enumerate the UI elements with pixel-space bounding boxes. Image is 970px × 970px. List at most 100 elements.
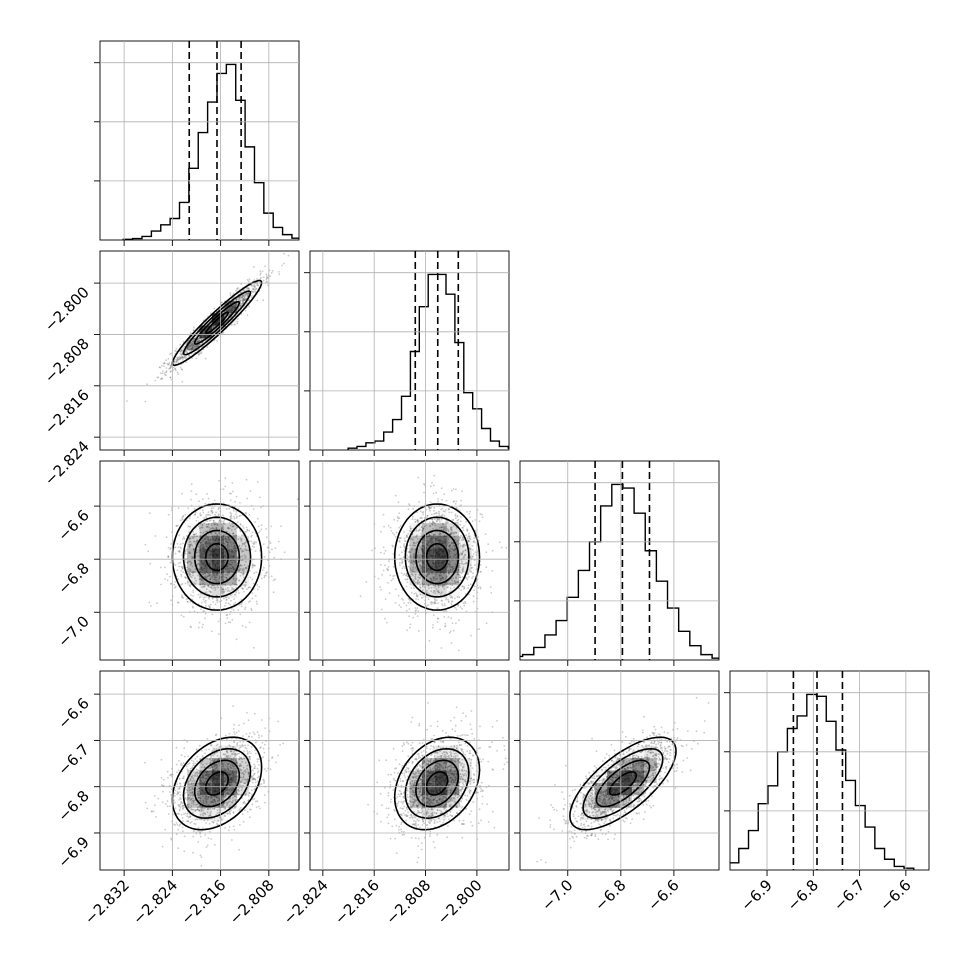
scatter-point	[170, 543, 173, 545]
scatter-point	[406, 581, 409, 584]
scatter-point	[180, 355, 183, 358]
scatter-point	[459, 579, 462, 582]
scatter-point	[444, 527, 446, 529]
scatter-point	[269, 542, 272, 545]
scatter-point	[213, 844, 216, 846]
scatter-point	[195, 535, 198, 538]
scatter-point	[185, 535, 188, 537]
scatter-point	[215, 572, 218, 575]
scatter-point	[426, 592, 429, 595]
scatter-point	[418, 576, 421, 579]
scatter-point	[231, 522, 234, 525]
scatter-point	[451, 546, 454, 548]
scatter-point	[225, 602, 227, 604]
scatter-point	[233, 588, 235, 591]
scatter-point	[234, 534, 237, 537]
scatter-point	[453, 546, 456, 549]
scatter-point	[430, 578, 433, 581]
scatter-point	[241, 601, 244, 604]
scatter-point	[240, 571, 243, 574]
scatter-point	[235, 298, 238, 301]
scatter-point	[446, 543, 449, 546]
scatter-point	[453, 544, 456, 547]
scatter-point	[160, 377, 163, 380]
scatter-point	[228, 309, 230, 311]
scatter-point	[216, 795, 218, 798]
scatter-point	[265, 278, 268, 281]
scatter-point	[199, 542, 202, 544]
scatter-point	[413, 580, 415, 583]
scatter-point	[194, 514, 197, 516]
scatter-point	[238, 296, 241, 299]
scatter-point	[421, 589, 424, 592]
scatter-point	[170, 366, 173, 369]
scatter-point	[416, 595, 419, 598]
scatter-point	[192, 340, 195, 343]
scatter-point	[461, 560, 463, 563]
scatter-point	[195, 519, 198, 522]
scatter-point	[205, 514, 208, 516]
scatter-point	[416, 541, 419, 543]
scatter-point	[260, 276, 262, 279]
scatter-point	[386, 567, 388, 570]
scatter-point	[180, 595, 183, 598]
scatter-point	[242, 572, 245, 575]
scatter-point	[263, 566, 265, 569]
scatter-point	[173, 360, 176, 363]
scatter-point	[185, 548, 188, 551]
scatter-point	[249, 569, 251, 572]
scatter-point	[445, 499, 448, 502]
scatter-point	[210, 591, 212, 594]
scatter-point	[204, 502, 207, 505]
scatter-point	[479, 571, 482, 573]
scatter-point	[422, 513, 424, 516]
scatter-point	[419, 567, 421, 570]
scatter-point	[451, 582, 454, 585]
scatter-point	[449, 630, 452, 633]
scatter-point	[206, 738, 209, 740]
scatter-point	[196, 775, 199, 778]
scatter-point	[242, 550, 245, 552]
scatter-point	[228, 521, 231, 524]
scatter-point	[390, 579, 393, 582]
scatter-point	[242, 300, 245, 302]
scatter-point	[461, 551, 464, 554]
scatter-point	[439, 572, 442, 575]
scatter-point	[436, 518, 439, 521]
scatter-point	[246, 279, 249, 281]
scatter-point	[239, 537, 242, 540]
scatter-point	[415, 593, 418, 596]
scatter-point	[407, 532, 409, 535]
scatter-point	[230, 311, 233, 314]
scatter-point	[252, 542, 254, 545]
scatter-point	[192, 548, 195, 551]
scatter-point	[233, 307, 236, 310]
scatter-point	[423, 583, 426, 585]
scatter-point	[201, 338, 203, 341]
scatter-point	[208, 574, 211, 577]
scatter-point	[181, 517, 183, 519]
scatter-point	[234, 500, 237, 503]
scatter-point	[454, 531, 456, 534]
scatter-point	[411, 518, 414, 521]
scatter-point	[232, 546, 235, 548]
scatter-point	[208, 526, 211, 529]
scatter-point	[196, 539, 199, 541]
scatter-point	[237, 568, 240, 571]
scatter-point	[260, 524, 263, 526]
scatter-point	[230, 512, 233, 515]
scatter-point	[458, 596, 461, 599]
scatter-point	[452, 556, 455, 559]
scatter-point	[169, 353, 172, 356]
scatter-point	[246, 588, 248, 590]
scatter-point	[205, 526, 208, 528]
scatter-point	[412, 566, 415, 569]
scatter-point	[181, 538, 184, 540]
scatter-point	[453, 582, 455, 585]
scatter-point	[468, 593, 470, 596]
scatter-point	[252, 288, 255, 291]
scatter-point	[416, 554, 419, 556]
scatter-point	[203, 583, 206, 586]
scatter-point	[190, 348, 193, 351]
scatter-point	[414, 544, 417, 547]
